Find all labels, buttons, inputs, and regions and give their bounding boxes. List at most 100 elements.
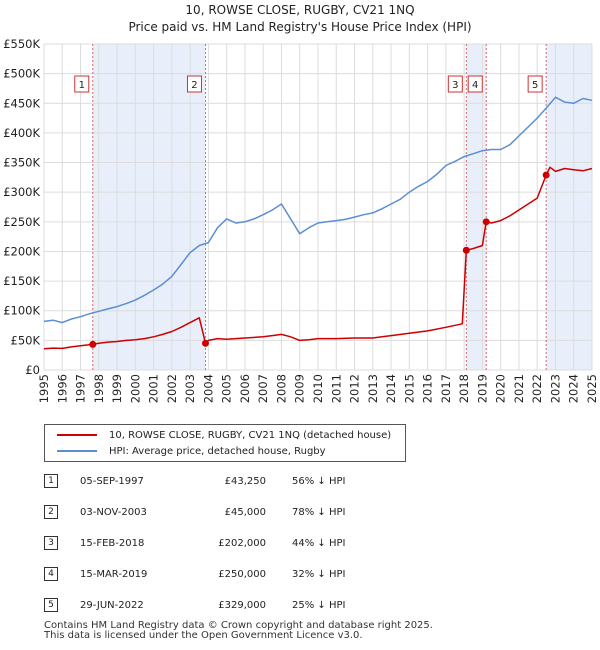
transaction-date: 03-NOV-2003 [80, 507, 147, 518]
chart-subtitle: Price paid vs. HM Land Registry's House … [128, 20, 471, 34]
transaction-hpi-diff: 25% ↓ HPI [292, 600, 346, 611]
sale-number-box [527, 75, 543, 93]
x-tick-label: 2025 [585, 374, 599, 403]
property-series-line [43, 166, 593, 350]
price-chart: 10, ROWSE CLOSE, RUGBY, CV21 1NQ Price p… [3, 3, 599, 403]
transaction-number-badge: 4 [44, 567, 58, 581]
x-tick-label: 2001 [147, 374, 161, 403]
legend-item-hpi: HPI: Average price, detached house, Rugb… [57, 443, 326, 459]
y-tick-label: £400K [3, 126, 40, 140]
transaction-hpi-diff: 56% ↓ HPI [292, 476, 346, 487]
y-tick-label: £200K [3, 244, 40, 258]
y-tick-label: £150K [3, 274, 40, 288]
transaction-hpi-diff: 44% ↓ HPI [292, 538, 346, 549]
x-tick-label: 2005 [220, 374, 234, 403]
transaction-price: £43,250 [224, 476, 266, 487]
x-tick-label: 2010 [311, 374, 325, 403]
x-tick-label: 2016 [421, 374, 435, 403]
table-row: 4 15-MAR-2019 £250,000 32% ↓ HPI [0, 563, 600, 587]
legend-label-hpi: HPI: Average price, detached house, Rugb… [109, 445, 326, 457]
y-tick-label: £250K [3, 215, 40, 229]
ownership-period-shade [92, 44, 206, 370]
sale-point [89, 340, 97, 348]
x-tick-label: 2014 [384, 374, 398, 403]
y-tick-label: £550K [3, 37, 40, 51]
x-tick-label: 1995 [37, 374, 51, 403]
sale-number-box [447, 75, 463, 93]
x-tick-label: 2004 [201, 374, 215, 403]
sale-point [542, 171, 550, 179]
x-tick-label: 2024 [567, 374, 581, 403]
x-tick-label: 2008 [274, 374, 288, 403]
x-tick-label: 1998 [92, 374, 106, 403]
footer-line-licence: This data is licensed under the Open Gov… [44, 630, 363, 641]
x-tick-label: 2000 [128, 374, 142, 403]
legend-item-property: 10, ROWSE CLOSE, RUGBY, CV21 1NQ (detach… [57, 427, 391, 443]
sale-number-box [74, 75, 90, 93]
x-tick-label: 2013 [366, 374, 380, 403]
x-tick-label: 2018 [457, 374, 471, 403]
x-tick-label: 2021 [512, 374, 526, 403]
x-tick-label: 2003 [183, 374, 197, 403]
x-tick-label: 2022 [530, 374, 544, 403]
x-tick-label: 2012 [348, 374, 362, 403]
transaction-price: £202,000 [218, 538, 266, 549]
sale-number-label: 2 [191, 80, 197, 91]
x-tick-label: 1999 [110, 374, 124, 403]
y-tick-label: £0 [25, 363, 40, 377]
ownership-period-shade [466, 44, 487, 370]
transaction-hpi-diff: 32% ↓ HPI [292, 569, 346, 580]
table-row: 3 15-FEB-2018 £202,000 44% ↓ HPI [0, 532, 600, 556]
transaction-date: 15-FEB-2018 [80, 538, 145, 549]
x-tick-label: 2006 [238, 374, 252, 403]
x-tick-label: 1997 [74, 374, 88, 403]
x-tick-label: 1996 [55, 374, 69, 403]
x-tick-label: 2019 [475, 374, 489, 403]
sale-point [462, 246, 470, 254]
legend: 10, ROWSE CLOSE, RUGBY, CV21 1NQ (detach… [44, 424, 406, 462]
x-tick-label: 2015 [402, 374, 416, 403]
chart-title: 10, ROWSE CLOSE, RUGBY, CV21 1NQ [185, 3, 414, 17]
transaction-price: £45,000 [224, 507, 266, 518]
y-tick-label: £500K [3, 67, 40, 81]
x-tick-label: 2009 [293, 374, 307, 403]
sale-number-label: 1 [79, 80, 85, 91]
x-tick-label: 2007 [256, 374, 270, 403]
x-tick-label: 2011 [329, 374, 343, 403]
transaction-number-badge: 1 [44, 474, 58, 488]
legend-swatch-property [57, 434, 97, 436]
sale-number-box [467, 75, 483, 93]
x-tick-label: 2017 [439, 374, 453, 403]
sale-number-label: 3 [452, 80, 458, 91]
legend-swatch-hpi [57, 450, 97, 452]
x-tick-label: 2002 [165, 374, 179, 403]
sale-point [482, 218, 490, 226]
footer-line-copyright: Contains HM Land Registry data © Crown c… [44, 620, 433, 631]
y-tick-label: £450K [3, 96, 40, 110]
hpi-series-line [43, 96, 593, 324]
legend-label-property: 10, ROWSE CLOSE, RUGBY, CV21 1NQ (detach… [109, 429, 392, 441]
transaction-price: £250,000 [218, 569, 266, 580]
y-tick-label: £300K [3, 185, 40, 199]
table-row: 5 29-JUN-2022 £329,000 25% ↓ HPI [0, 594, 600, 618]
ownership-period-shade [546, 44, 592, 370]
footer-attribution: Contains HM Land Registry data © Crown c… [44, 621, 584, 641]
transaction-date: 05-SEP-1997 [80, 476, 144, 487]
transaction-hpi-diff: 78% ↓ HPI [292, 507, 346, 518]
transaction-date: 29-JUN-2022 [80, 600, 144, 611]
transaction-number-badge: 3 [44, 536, 58, 550]
sale-number-label: 4 [472, 80, 478, 91]
table-row: 1 05-SEP-1997 £43,250 56% ↓ HPI [0, 470, 600, 494]
transaction-number-badge: 2 [44, 505, 58, 519]
y-tick-label: £100K [3, 304, 40, 318]
transaction-number-badge: 5 [44, 598, 58, 612]
sale-point [201, 339, 209, 347]
table-row: 2 03-NOV-2003 £45,000 78% ↓ HPI [0, 501, 600, 525]
x-tick-label: 2023 [548, 374, 562, 403]
sale-number-box [186, 75, 202, 93]
y-tick-label: £50K [11, 333, 41, 347]
y-tick-label: £350K [3, 156, 40, 170]
transaction-price: £329,000 [218, 600, 266, 611]
sale-number-label: 5 [532, 80, 538, 91]
transaction-date: 15-MAR-2019 [80, 569, 148, 580]
